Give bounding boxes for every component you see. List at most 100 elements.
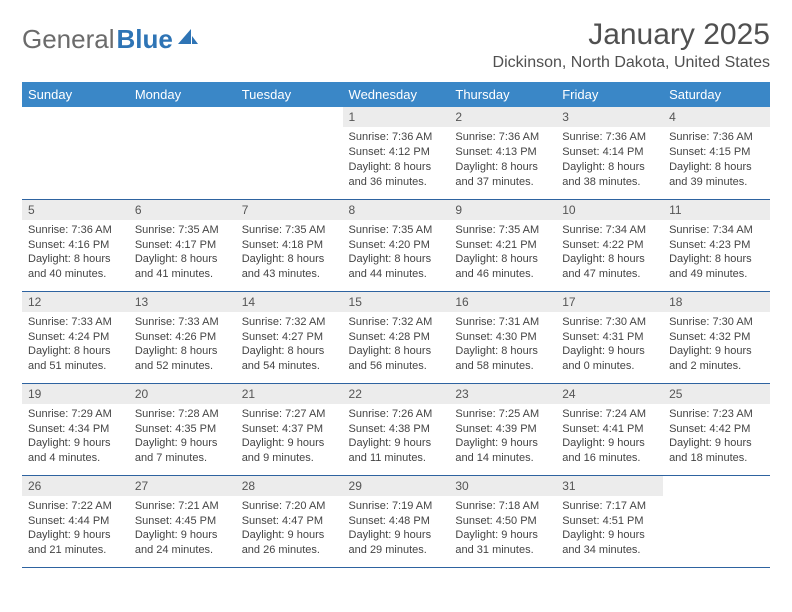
- day-info-line: Daylight: 9 hours: [349, 436, 444, 451]
- day-body: Sunrise: 7:35 AMSunset: 4:20 PMDaylight:…: [343, 220, 450, 290]
- day-cell: 9Sunrise: 7:35 AMSunset: 4:21 PMDaylight…: [449, 199, 556, 291]
- day-body: Sunrise: 7:30 AMSunset: 4:32 PMDaylight:…: [663, 312, 770, 382]
- day-info-line: Sunset: 4:39 PM: [455, 422, 550, 437]
- weekday-header: Wednesday: [343, 82, 450, 107]
- day-cell: [22, 107, 129, 199]
- day-cell: 7Sunrise: 7:35 AMSunset: 4:18 PMDaylight…: [236, 199, 343, 291]
- day-info-line: Sunrise: 7:27 AM: [242, 407, 337, 422]
- day-info-line: Daylight: 9 hours: [242, 528, 337, 543]
- weekday-header: Saturday: [663, 82, 770, 107]
- day-body: [129, 111, 236, 177]
- day-info-line: Sunset: 4:15 PM: [669, 145, 764, 160]
- day-number: 3: [556, 107, 663, 127]
- day-info-line: and 51 minutes.: [28, 359, 123, 374]
- day-info-line: and 47 minutes.: [562, 267, 657, 282]
- day-info-line: Sunrise: 7:36 AM: [562, 130, 657, 145]
- day-info-line: and 38 minutes.: [562, 175, 657, 190]
- day-info-line: Sunset: 4:35 PM: [135, 422, 230, 437]
- day-info-line: Sunset: 4:23 PM: [669, 238, 764, 253]
- day-body: Sunrise: 7:19 AMSunset: 4:48 PMDaylight:…: [343, 496, 450, 566]
- day-info-line: Sunrise: 7:23 AM: [669, 407, 764, 422]
- day-cell: 26Sunrise: 7:22 AMSunset: 4:44 PMDayligh…: [22, 475, 129, 567]
- day-info-line: and 18 minutes.: [669, 451, 764, 466]
- day-info-line: and 44 minutes.: [349, 267, 444, 282]
- day-info-line: and 34 minutes.: [562, 543, 657, 558]
- day-info-line: Daylight: 9 hours: [28, 528, 123, 543]
- day-number: 16: [449, 292, 556, 312]
- day-info-line: Daylight: 9 hours: [562, 344, 657, 359]
- day-info-line: Daylight: 8 hours: [349, 160, 444, 175]
- day-info-line: and 37 minutes.: [455, 175, 550, 190]
- day-info-line: Sunset: 4:45 PM: [135, 514, 230, 529]
- day-body: Sunrise: 7:26 AMSunset: 4:38 PMDaylight:…: [343, 404, 450, 474]
- weekday-header: Tuesday: [236, 82, 343, 107]
- day-number: 8: [343, 200, 450, 220]
- day-cell: [236, 107, 343, 199]
- day-info-line: and 29 minutes.: [349, 543, 444, 558]
- day-number: 24: [556, 384, 663, 404]
- day-info-line: Sunrise: 7:36 AM: [349, 130, 444, 145]
- day-body: Sunrise: 7:35 AMSunset: 4:21 PMDaylight:…: [449, 220, 556, 290]
- day-cell: 3Sunrise: 7:36 AMSunset: 4:14 PMDaylight…: [556, 107, 663, 199]
- day-number: 10: [556, 200, 663, 220]
- day-info-line: and 41 minutes.: [135, 267, 230, 282]
- day-info-line: Sunrise: 7:19 AM: [349, 499, 444, 514]
- day-info-line: Daylight: 8 hours: [135, 344, 230, 359]
- day-info-line: Sunrise: 7:33 AM: [135, 315, 230, 330]
- day-body: Sunrise: 7:18 AMSunset: 4:50 PMDaylight:…: [449, 496, 556, 566]
- week-row: 26Sunrise: 7:22 AMSunset: 4:44 PMDayligh…: [22, 475, 770, 567]
- day-info-line: Daylight: 8 hours: [349, 252, 444, 267]
- day-info-line: Sunrise: 7:30 AM: [562, 315, 657, 330]
- day-info-line: Daylight: 9 hours: [28, 436, 123, 451]
- day-body: Sunrise: 7:36 AMSunset: 4:14 PMDaylight:…: [556, 127, 663, 197]
- day-info-line: Sunset: 4:30 PM: [455, 330, 550, 345]
- day-cell: 31Sunrise: 7:17 AMSunset: 4:51 PMDayligh…: [556, 475, 663, 567]
- week-row: 5Sunrise: 7:36 AMSunset: 4:16 PMDaylight…: [22, 199, 770, 291]
- day-info-line: Sunset: 4:16 PM: [28, 238, 123, 253]
- day-number: 28: [236, 476, 343, 496]
- day-cell: 8Sunrise: 7:35 AMSunset: 4:20 PMDaylight…: [343, 199, 450, 291]
- day-body: Sunrise: 7:25 AMSunset: 4:39 PMDaylight:…: [449, 404, 556, 474]
- day-info-line: Sunset: 4:42 PM: [669, 422, 764, 437]
- day-info-line: Daylight: 8 hours: [135, 252, 230, 267]
- day-info-line: Sunrise: 7:35 AM: [455, 223, 550, 238]
- day-number: 12: [22, 292, 129, 312]
- day-info-line: and 56 minutes.: [349, 359, 444, 374]
- day-info-line: Sunrise: 7:35 AM: [349, 223, 444, 238]
- title-block: January 2025 Dickinson, North Dakota, Un…: [493, 18, 770, 72]
- day-body: Sunrise: 7:36 AMSunset: 4:12 PMDaylight:…: [343, 127, 450, 197]
- day-number: 11: [663, 200, 770, 220]
- day-info-line: Sunset: 4:41 PM: [562, 422, 657, 437]
- day-body: Sunrise: 7:35 AMSunset: 4:17 PMDaylight:…: [129, 220, 236, 290]
- day-info-line: Sunset: 4:44 PM: [28, 514, 123, 529]
- day-cell: 2Sunrise: 7:36 AMSunset: 4:13 PMDaylight…: [449, 107, 556, 199]
- day-body: Sunrise: 7:30 AMSunset: 4:31 PMDaylight:…: [556, 312, 663, 382]
- day-info-line: Sunset: 4:31 PM: [562, 330, 657, 345]
- day-info-line: Sunrise: 7:29 AM: [28, 407, 123, 422]
- day-info-line: Sunset: 4:37 PM: [242, 422, 337, 437]
- day-body: Sunrise: 7:34 AMSunset: 4:22 PMDaylight:…: [556, 220, 663, 290]
- day-info-line: Sunset: 4:50 PM: [455, 514, 550, 529]
- day-number: 30: [449, 476, 556, 496]
- day-info-line: Daylight: 8 hours: [669, 160, 764, 175]
- day-info-line: Sunrise: 7:20 AM: [242, 499, 337, 514]
- day-number: 20: [129, 384, 236, 404]
- day-info-line: Daylight: 8 hours: [349, 344, 444, 359]
- day-info-line: and 58 minutes.: [455, 359, 550, 374]
- day-info-line: Sunrise: 7:30 AM: [669, 315, 764, 330]
- day-number: 27: [129, 476, 236, 496]
- day-info-line: Sunset: 4:21 PM: [455, 238, 550, 253]
- day-info-line: and 54 minutes.: [242, 359, 337, 374]
- day-cell: 28Sunrise: 7:20 AMSunset: 4:47 PMDayligh…: [236, 475, 343, 567]
- day-cell: 25Sunrise: 7:23 AMSunset: 4:42 PMDayligh…: [663, 383, 770, 475]
- day-info-line: Sunset: 4:18 PM: [242, 238, 337, 253]
- day-info-line: Sunset: 4:38 PM: [349, 422, 444, 437]
- day-info-line: and 24 minutes.: [135, 543, 230, 558]
- day-info-line: Daylight: 8 hours: [562, 252, 657, 267]
- day-number: 29: [343, 476, 450, 496]
- day-info-line: Sunrise: 7:35 AM: [135, 223, 230, 238]
- day-info-line: Daylight: 9 hours: [349, 528, 444, 543]
- day-body: Sunrise: 7:27 AMSunset: 4:37 PMDaylight:…: [236, 404, 343, 474]
- day-info-line: and 7 minutes.: [135, 451, 230, 466]
- day-info-line: and 43 minutes.: [242, 267, 337, 282]
